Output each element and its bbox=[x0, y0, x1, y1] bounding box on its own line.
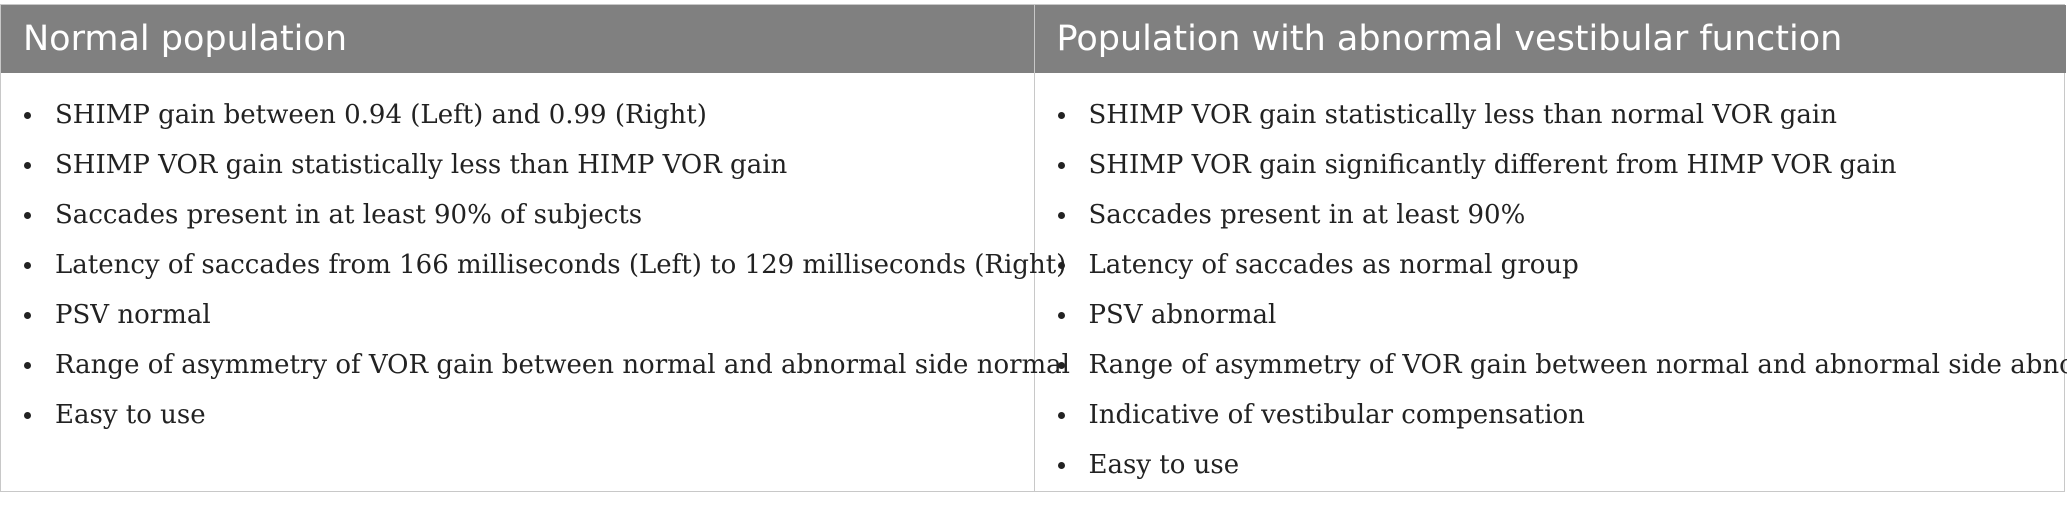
abnormal-population-list: SHIMP VOR gain statistically less than n… bbox=[1035, 73, 2067, 490]
list-item: Indicative of vestibular compensation bbox=[1035, 390, 2067, 440]
list-item: SHIMP gain between 0.94 (Left) and 0.99 … bbox=[1, 90, 1034, 140]
body-row: SHIMP gain between 0.94 (Left) and 0.99 … bbox=[1, 73, 2067, 491]
header-abnormal-population: Population with abnormal vestibular func… bbox=[1033, 5, 2066, 73]
list-item: Easy to use bbox=[1, 390, 1034, 440]
list-item: SHIMP VOR gain statistically less than H… bbox=[1, 140, 1034, 190]
header-row: Normal population Population with abnorm… bbox=[1, 5, 2066, 73]
list-item: Range of asymmetry of VOR gain between n… bbox=[1035, 340, 2067, 390]
normal-population-list: SHIMP gain between 0.94 (Left) and 0.99 … bbox=[1, 73, 1070, 440]
list-item: Latency of saccades as normal group bbox=[1035, 240, 2067, 290]
list-item: Range of asymmetry of VOR gain between n… bbox=[1, 340, 1070, 390]
list-item: Saccades present in at least 90% bbox=[1035, 190, 2067, 240]
header-normal-population: Normal population bbox=[1, 5, 1034, 73]
list-item: Saccades present in at least 90% of subj… bbox=[1, 190, 1034, 240]
list-item: Latency of saccades from 166 millisecond… bbox=[1, 240, 1066, 290]
list-item: PSV abnormal bbox=[1035, 290, 2067, 340]
list-item: SHIMP VOR gain significantly different f… bbox=[1035, 140, 2067, 190]
list-item: SHIMP VOR gain statistically less than n… bbox=[1035, 90, 2067, 140]
normal-population-cell: SHIMP gain between 0.94 (Left) and 0.99 … bbox=[1, 73, 1070, 491]
list-item: Easy to use bbox=[1035, 440, 2067, 490]
list-item: PSV normal bbox=[1, 290, 1034, 340]
comparison-table: Normal population Population with abnorm… bbox=[1, 5, 2067, 491]
comparison-table-container: Normal population Population with abnorm… bbox=[0, 4, 2067, 492]
abnormal-population-cell: SHIMP VOR gain statistically less than n… bbox=[1033, 73, 2067, 491]
